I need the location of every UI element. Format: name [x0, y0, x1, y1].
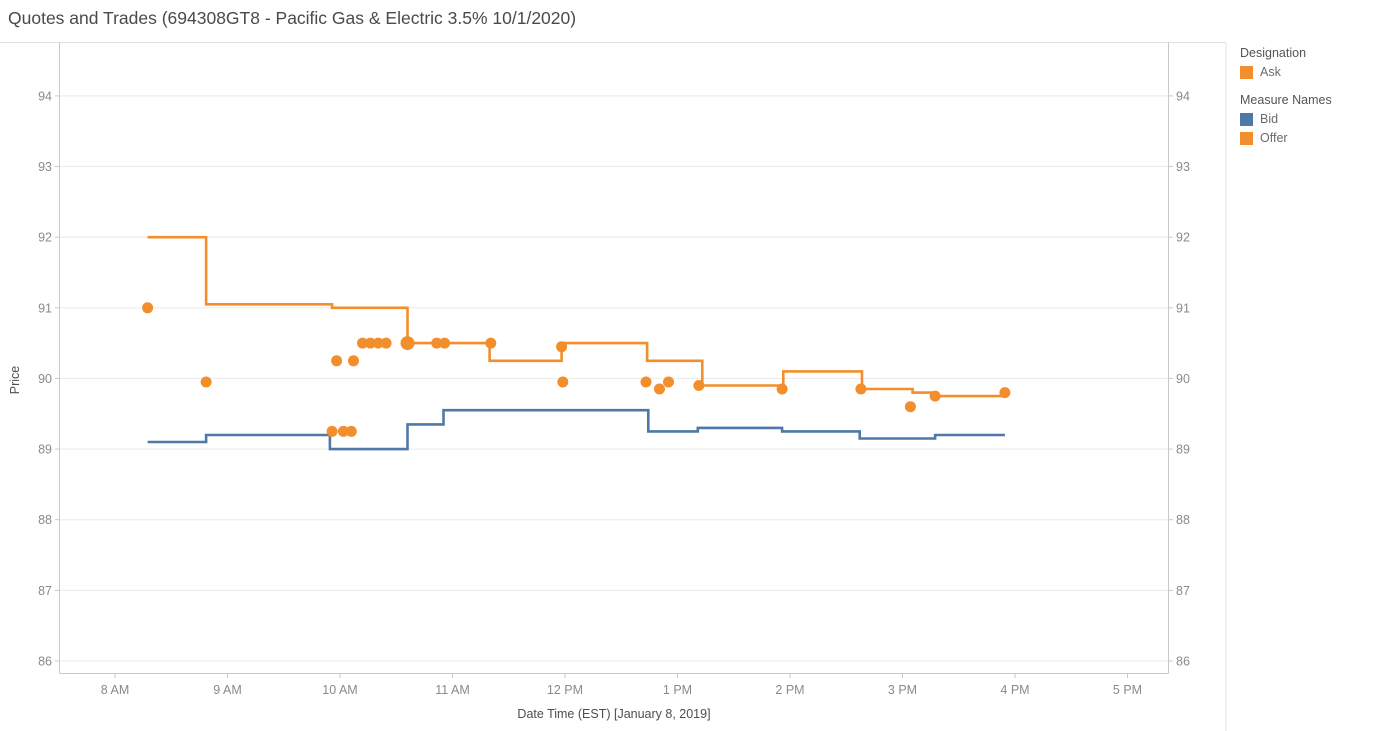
- x-tick-label: 12 PM: [547, 683, 583, 697]
- y-tick-label-left: 86: [38, 655, 52, 669]
- legend-item-offer[interactable]: Offer: [1240, 131, 1370, 145]
- ask-trade-dot[interactable]: [331, 355, 343, 367]
- x-tick-label: 4 PM: [1000, 683, 1029, 697]
- y-tick-label-right: 94: [1176, 89, 1190, 103]
- ask-trade-dot[interactable]: [400, 336, 415, 351]
- y-tick-label-right: 86: [1176, 655, 1190, 669]
- ask-trade-dot[interactable]: [556, 341, 568, 353]
- y-tick-label-left: 90: [38, 372, 52, 386]
- ask-trade-dot[interactable]: [364, 337, 376, 349]
- ask-trade-dot[interactable]: [200, 376, 212, 388]
- legend-item-ask-label: Ask: [1260, 65, 1281, 79]
- ask-trade-dot[interactable]: [142, 302, 154, 314]
- chart-title: Quotes and Trades (694308GT8 - Pacific G…: [8, 8, 577, 28]
- y-tick-label-right: 93: [1176, 160, 1190, 174]
- y-tick-label-right: 90: [1176, 372, 1190, 386]
- ask-trade-dot[interactable]: [357, 337, 368, 349]
- y-tick-label-right: 92: [1176, 231, 1190, 245]
- bid-step-line[interactable]: [147, 408, 1005, 451]
- y-tick-label-right: 91: [1176, 301, 1190, 315]
- ask-trade-dot[interactable]: [640, 376, 652, 388]
- bid-color-swatch: [1240, 112, 1253, 126]
- y-tick-label-left: 94: [38, 89, 52, 103]
- ask-trade-dot[interactable]: [855, 383, 867, 395]
- x-axis-title: Date Time (EST) [January 8, 2019]: [517, 707, 710, 721]
- y-tick-label-left: 88: [38, 513, 52, 527]
- ask-trade-dot[interactable]: [776, 383, 788, 395]
- legend-item-offer-label: Offer: [1260, 131, 1288, 145]
- ask-color-swatch: [1240, 65, 1253, 79]
- legend-item-bid[interactable]: Bid: [1240, 112, 1370, 126]
- y-tick-label-right: 89: [1176, 443, 1190, 457]
- ask-trade-dot[interactable]: [348, 355, 359, 367]
- y-tick-label-left: 87: [38, 584, 52, 598]
- legend-designation-header: Designation: [1240, 46, 1307, 60]
- ask-trade-dot[interactable]: [345, 425, 357, 437]
- offer-step-line[interactable]: [147, 235, 1005, 398]
- ask-trade-dot[interactable]: [929, 390, 941, 402]
- x-tick-label: 9 AM: [213, 683, 242, 697]
- y-tick-label-right: 87: [1176, 584, 1190, 598]
- ask-trade-dot[interactable]: [999, 387, 1011, 399]
- ask-trade-dot[interactable]: [380, 337, 392, 349]
- legend-item-bid-label: Bid: [1260, 112, 1279, 126]
- offer-color-swatch: [1240, 131, 1253, 145]
- legend-measure-names: Measure Names Bid Offer: [1240, 93, 1370, 145]
- ask-trade-dot[interactable]: [326, 425, 338, 437]
- x-tick-label: 5 PM: [1113, 683, 1142, 697]
- ask-trade-dot[interactable]: [654, 383, 665, 395]
- ask-trade-dot[interactable]: [904, 401, 916, 413]
- legend-designation: Designation Ask: [1240, 46, 1370, 79]
- x-tick-label: 8 AM: [101, 683, 130, 697]
- ask-trade-dot[interactable]: [485, 337, 497, 349]
- y-tick-label-right: 88: [1176, 513, 1190, 527]
- x-tick-label: 1 PM: [663, 683, 692, 697]
- legend-measure-names-header: Measure Names: [1240, 93, 1332, 107]
- y-tick-label-left: 91: [38, 301, 52, 315]
- y-axis-title: Price: [8, 366, 22, 395]
- y-tick-label-left: 93: [38, 160, 52, 174]
- ask-trade-dot[interactable]: [439, 337, 451, 349]
- x-tick-label: 2 PM: [775, 683, 804, 697]
- x-tick-label: 10 AM: [322, 683, 357, 697]
- ask-trade-dot[interactable]: [431, 337, 443, 349]
- y-tick-label-left: 92: [38, 231, 52, 245]
- ask-trade-dot[interactable]: [693, 380, 705, 391]
- y-tick-label-left: 89: [38, 443, 52, 457]
- x-tick-label: 11 AM: [435, 683, 470, 697]
- legend-item-ask[interactable]: Ask: [1240, 65, 1370, 79]
- x-tick-label: 3 PM: [888, 683, 917, 697]
- ask-trade-dot[interactable]: [557, 376, 569, 388]
- ask-trade-dot[interactable]: [663, 376, 674, 388]
- ask-trade-dot[interactable]: [337, 425, 349, 437]
- ask-trade-dot[interactable]: [372, 337, 384, 349]
- legend-panel: Designation Ask Measure Names Bid Offer: [1240, 46, 1370, 159]
